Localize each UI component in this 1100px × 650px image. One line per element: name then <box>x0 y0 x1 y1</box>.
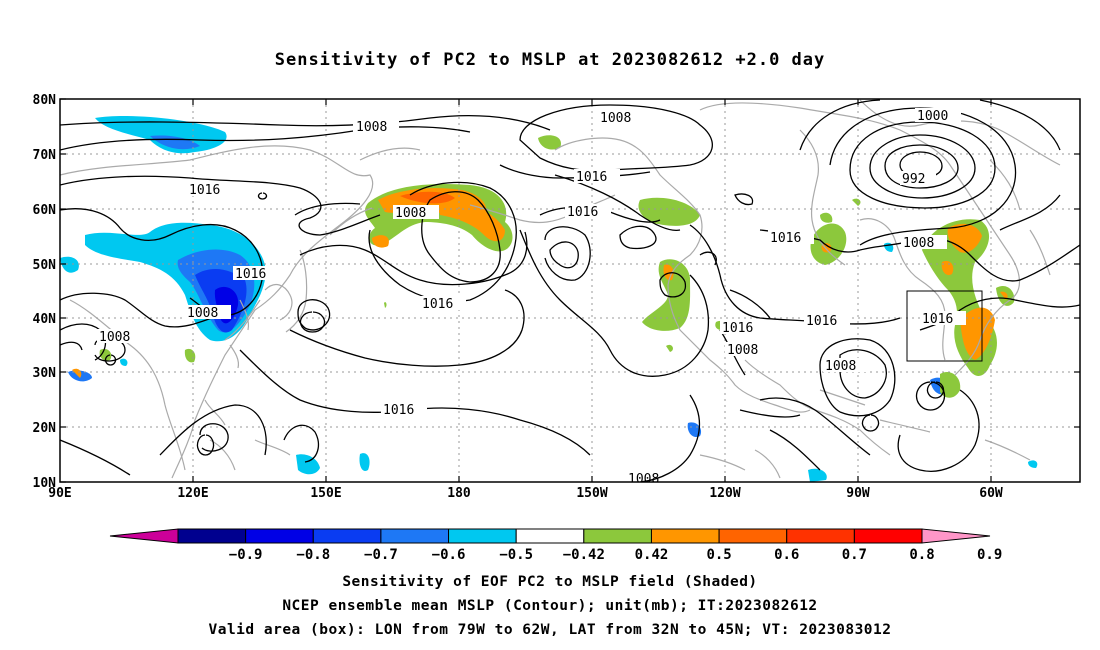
colorbar-tick-label: 0.7 <box>842 547 867 563</box>
lat-label: 40N <box>33 312 57 327</box>
colorbar-cell <box>853 528 923 544</box>
colorbar-cell <box>650 528 720 544</box>
colorbar-tick-label: −0.8 <box>296 547 330 563</box>
colorbar-tick-label: 0.6 <box>774 547 799 563</box>
plot-frame <box>59 98 1081 483</box>
axis-ticks <box>60 98 1080 483</box>
colorbar-labels: −0.9 −0.8 −0.7 −0.6 −0.5 −0.42 0.42 0.5 0.6 0.7 0.… <box>229 547 1003 563</box>
colorbar-cell <box>786 528 855 544</box>
chart-title: Sensitivity of PC2 to MSLP at 2023082612… <box>274 50 826 70</box>
lat-label: 60N <box>33 203 57 218</box>
contour-label: 1008 <box>727 343 758 358</box>
colorbar-arrow-right <box>921 528 991 544</box>
colorbar-tick-label: −0.9 <box>229 547 263 563</box>
colorbar-cell <box>448 528 517 544</box>
colorbar-cell <box>583 528 652 544</box>
lon-label: 180 <box>447 486 471 501</box>
lat-label: 30N <box>33 366 57 381</box>
colorbar-tick-label: −0.42 <box>563 547 605 563</box>
contour-label-partial: 1008 <box>628 472 659 487</box>
colorbar-arrow-left <box>109 528 179 544</box>
caption-line-3: Valid area (box): LON from 79W to 62W, L… <box>208 622 892 638</box>
contour-label: 1016 <box>770 231 801 246</box>
contour-label: 1008 <box>903 236 934 251</box>
contour-label: 1016 <box>422 297 453 312</box>
contour-label: 1016 <box>235 267 266 282</box>
colorbar-tick-label: 0.9 <box>977 547 1002 563</box>
mslp-contours <box>60 99 1080 482</box>
contour-label: 1008 <box>395 206 426 221</box>
contour-label: 1016 <box>576 170 607 185</box>
contour-label: 1008 <box>600 111 631 126</box>
lon-label: 120E <box>177 486 208 501</box>
contour-label: 992 <box>902 172 925 187</box>
sensitivity-shading <box>60 115 1038 482</box>
colorbar-cell <box>312 528 382 544</box>
colorbar-cell <box>245 528 314 544</box>
lat-label: 50N <box>33 258 57 273</box>
colorbar-tick-label: 0.5 <box>706 547 731 563</box>
lon-label: 60W <box>979 486 1003 501</box>
valid-area-box <box>906 290 983 362</box>
colorbar: −0.9 −0.8 −0.7 −0.6 −0.5 −0.42 0.42 0.5 0.6 0.7 0.… <box>109 528 1003 563</box>
lon-label: 150E <box>310 486 341 501</box>
contour-label: 1000 <box>917 109 948 124</box>
colorbar-cells <box>177 528 923 544</box>
colorbar-tick-label: −0.6 <box>432 547 466 563</box>
colorbar-tick-label: −0.5 <box>499 547 533 563</box>
contour-label: 1016 <box>722 321 753 336</box>
contour-label: 1016 <box>189 183 220 198</box>
contour-label: 1008 <box>187 306 218 321</box>
lat-label: 20N <box>33 421 57 436</box>
contour-label: 1016 <box>567 205 598 220</box>
caption-line-2: NCEP ensemble mean MSLP (Contour); unit(… <box>282 598 818 614</box>
shade-green-gulf <box>538 135 561 150</box>
contour-label: 1016 <box>922 312 953 327</box>
lat-label: 10N <box>33 476 57 491</box>
lon-label: 90W <box>846 486 870 501</box>
contour-label: 1008 <box>825 359 856 374</box>
contour-label: 1008 <box>356 120 387 135</box>
colorbar-tick-label: −0.7 <box>364 547 398 563</box>
lon-labels: 90E 120E 150E 180 150W 120W 90W 60W <box>48 486 1003 501</box>
contour-label: 1016 <box>806 314 837 329</box>
lon-label: 120W <box>709 486 740 501</box>
colorbar-cell <box>177 528 247 544</box>
lon-label: 90E <box>48 486 71 501</box>
lon-label: 150W <box>576 486 607 501</box>
colorbar-cell <box>380 528 450 544</box>
lat-label: 70N <box>33 148 57 163</box>
colorbar-cell <box>515 528 585 544</box>
contour-label: 1016 <box>383 403 414 418</box>
contour-label: 1008 <box>99 330 130 345</box>
colorbar-tick-label: 0.8 <box>909 547 934 563</box>
contour-labels: 1008 1016 1016 1008 1008 1016 1016 1008 … <box>97 108 966 418</box>
caption-line-1: Sensitivity of EOF PC2 to MSLP field (Sh… <box>342 574 758 590</box>
lat-labels: 80N 70N 60N 50N 40N 30N 20N 10N <box>33 93 57 491</box>
colorbar-tick-label: 0.42 <box>635 547 669 563</box>
lat-label: 80N <box>33 93 57 108</box>
colorbar-cell <box>718 528 788 544</box>
